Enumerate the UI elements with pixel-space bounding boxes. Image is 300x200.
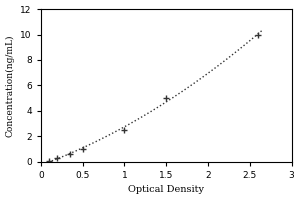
Y-axis label: Concentration(ng/mL): Concentration(ng/mL): [6, 34, 15, 137]
X-axis label: Optical Density: Optical Density: [128, 185, 204, 194]
